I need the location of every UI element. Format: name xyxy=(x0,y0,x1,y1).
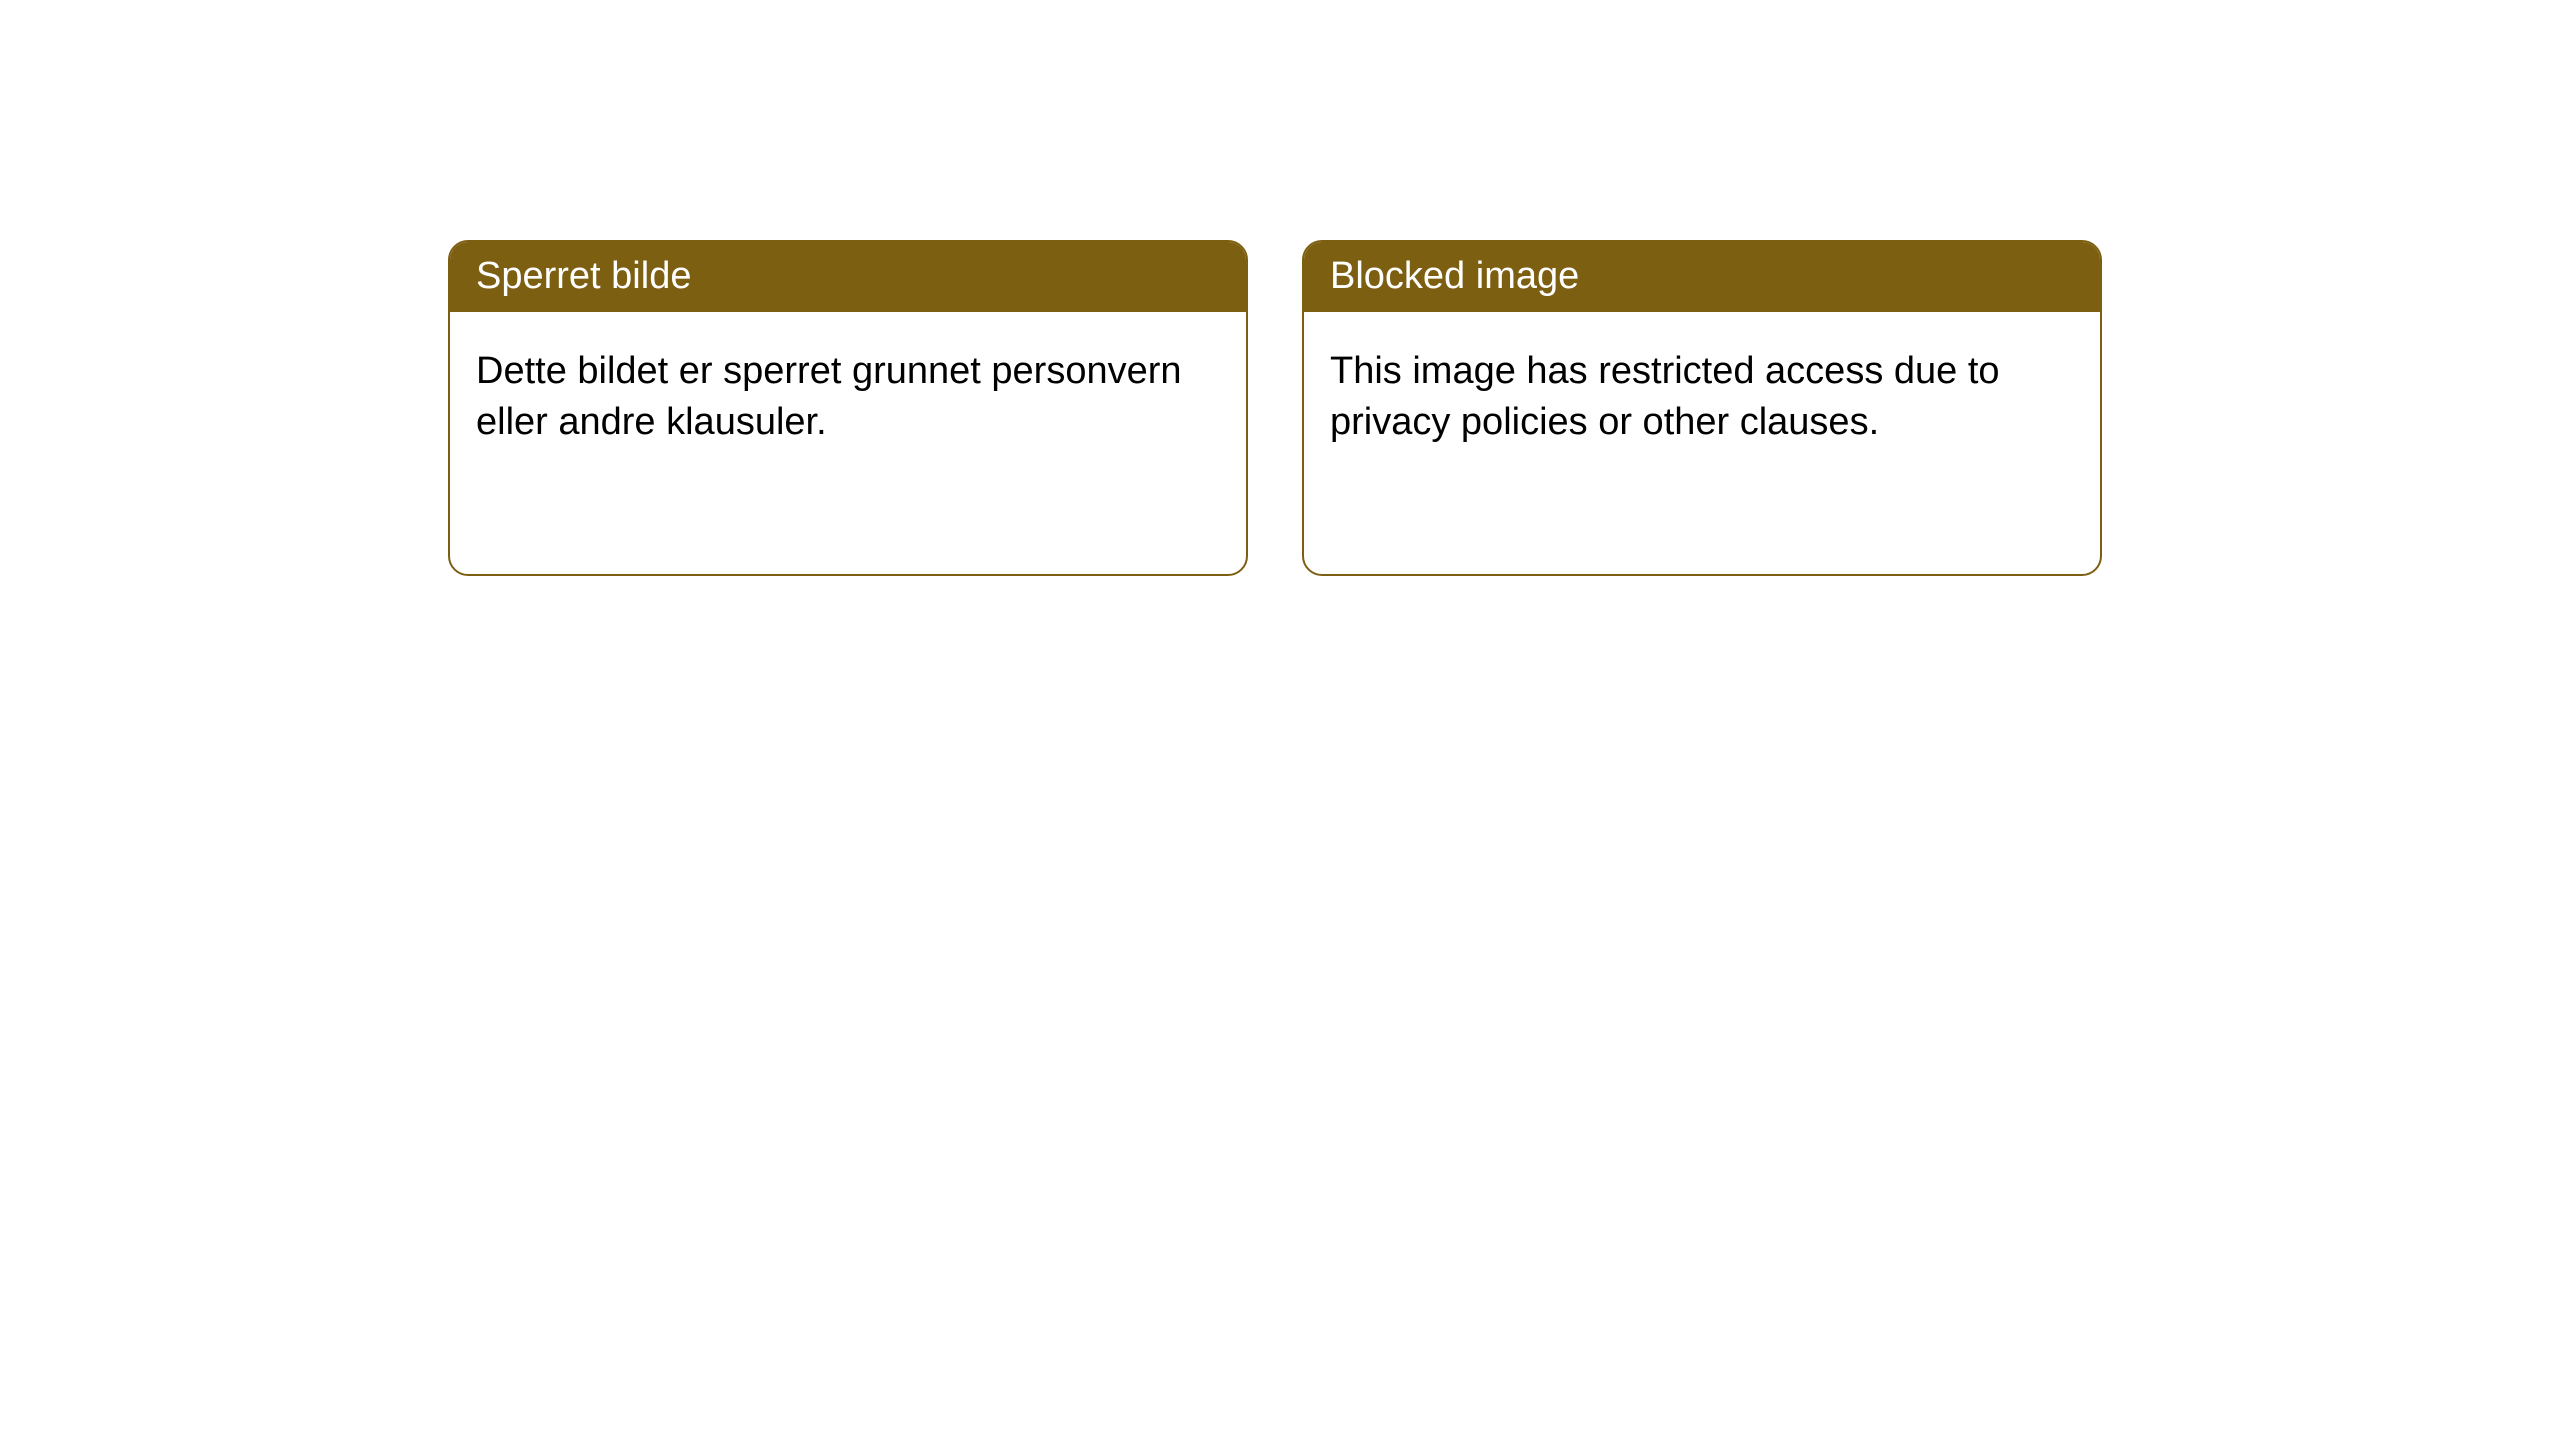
notice-card-title: Sperret bilde xyxy=(450,242,1246,312)
notice-card-message: Dette bildet er sperret grunnet personve… xyxy=(450,312,1246,483)
notice-card-norwegian: Sperret bilde Dette bildet er sperret gr… xyxy=(448,240,1248,576)
notice-card-message: This image has restricted access due to … xyxy=(1304,312,2100,483)
notice-card-english: Blocked image This image has restricted … xyxy=(1302,240,2102,576)
notice-card-title: Blocked image xyxy=(1304,242,2100,312)
notice-container: Sperret bilde Dette bildet er sperret gr… xyxy=(448,240,2102,576)
